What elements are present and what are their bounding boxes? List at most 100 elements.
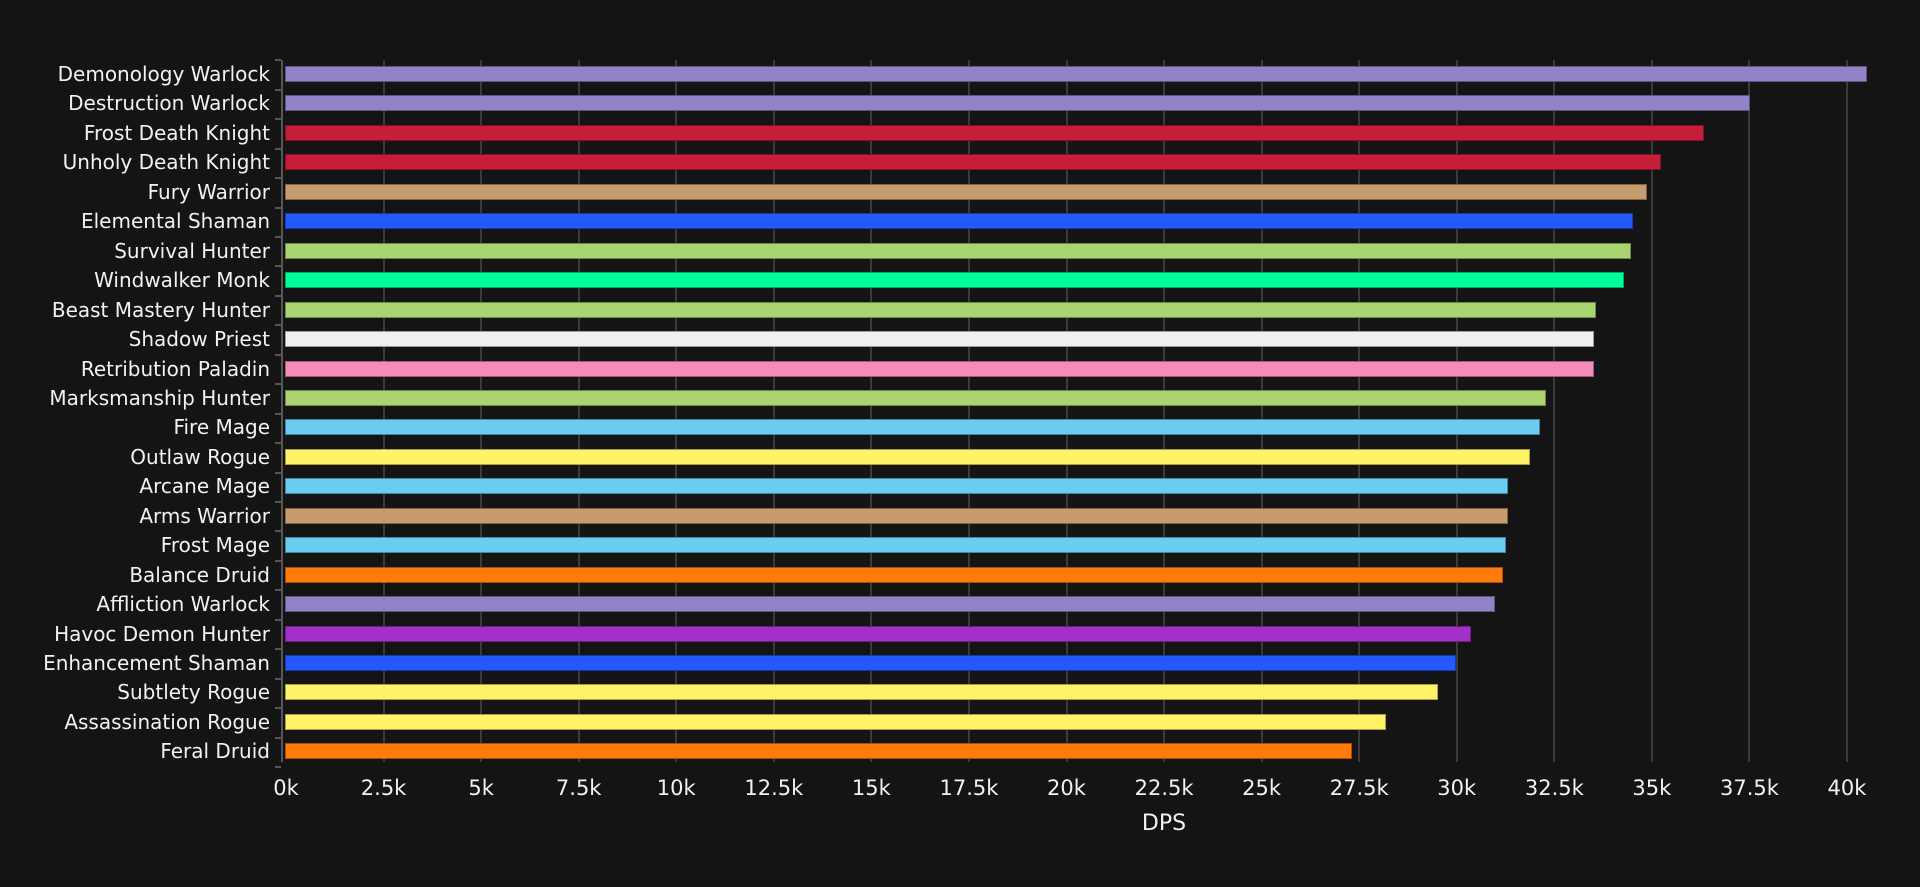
- y-label: Marksmanship Hunter: [49, 385, 270, 410]
- y-tick: [275, 294, 281, 297]
- y-tick: [275, 471, 281, 474]
- x-tick-label: 27.5k: [1329, 776, 1389, 800]
- y-tick: [275, 589, 281, 592]
- bar-fire-mage[interactable]: [285, 419, 1540, 436]
- y-label: Destruction Warlock: [68, 91, 270, 116]
- y-label: Frost Mage: [160, 533, 270, 558]
- bar-subtlety-rogue[interactable]: [285, 684, 1439, 701]
- y-label: Assassination Rogue: [64, 709, 270, 734]
- y-axis-line: [281, 60, 283, 762]
- gridline: [967, 60, 970, 762]
- bar-havoc-demon-hunter[interactable]: [285, 625, 1472, 642]
- bar-balance-druid[interactable]: [285, 566, 1503, 583]
- y-label: Survival Hunter: [114, 238, 270, 263]
- bar-frost-death-knight[interactable]: [285, 124, 1704, 141]
- y-tick: [275, 442, 281, 445]
- y-label: Windwalker Monk: [94, 268, 270, 293]
- y-label: Frost Death Knight: [83, 120, 270, 145]
- y-tick: [275, 88, 281, 91]
- x-tick-label: 25k: [1242, 776, 1282, 800]
- bar-retribution-paladin[interactable]: [285, 360, 1595, 377]
- y-tick: [275, 766, 281, 769]
- y-label: Demonology Warlock: [57, 62, 270, 86]
- plot-area: [275, 59, 1883, 769]
- x-tick-label: 32.5k: [1524, 776, 1584, 800]
- gridline: [1065, 60, 1068, 762]
- gridline: [382, 60, 385, 762]
- bar-outlaw-rogue[interactable]: [285, 448, 1530, 465]
- x-tick-label: 35k: [1632, 776, 1672, 800]
- y-label: Arms Warrior: [139, 503, 270, 528]
- gridline: [577, 60, 580, 762]
- y-tick: [275, 147, 281, 150]
- x-tick-label: 15k: [851, 776, 891, 800]
- gridline: [1260, 60, 1263, 762]
- gridline: [870, 60, 873, 762]
- y-tick: [275, 648, 281, 651]
- y-label: Beast Mastery Hunter: [51, 297, 270, 322]
- y-label: Fury Warrior: [147, 179, 270, 204]
- bar-destruction-warlock[interactable]: [285, 95, 1751, 112]
- gridline: [1748, 60, 1751, 762]
- y-label: Arcane Mage: [139, 474, 270, 499]
- y-tick: [275, 618, 281, 621]
- y-label: Affliction Warlock: [96, 592, 270, 617]
- gridline: [772, 60, 775, 762]
- y-tick: [275, 530, 281, 533]
- y-tick: [275, 412, 281, 415]
- x-axis-title: DPS: [1141, 811, 1187, 836]
- y-tick: [275, 235, 281, 238]
- y-label: Feral Druid: [160, 739, 270, 764]
- y-label: Elemental Shaman: [80, 209, 270, 234]
- x-tick-label: 37.5k: [1719, 776, 1779, 800]
- y-label: Outlaw Rogue: [130, 444, 270, 469]
- gridline: [1455, 60, 1458, 762]
- bar-beast-mastery-hunter[interactable]: [285, 301, 1597, 318]
- y-label: Unholy Death Knight: [62, 150, 270, 175]
- bar-survival-hunter[interactable]: [285, 242, 1632, 259]
- y-tick: [275, 383, 281, 386]
- y-tick: [275, 736, 281, 739]
- y-label: Enhancement Shaman: [43, 651, 270, 675]
- x-tick-label: 30k: [1437, 776, 1477, 800]
- bar-affliction-warlock[interactable]: [285, 596, 1495, 613]
- bar-demonology-warlock[interactable]: [285, 66, 1868, 82]
- bar-elemental-shaman[interactable]: [285, 213, 1634, 230]
- bar-fury-warrior[interactable]: [285, 183, 1647, 200]
- bar-marksmanship-hunter[interactable]: [285, 389, 1546, 406]
- x-tick-label: 10k: [656, 776, 696, 800]
- bar-frost-mage[interactable]: [285, 537, 1507, 554]
- bar-shadow-priest[interactable]: [285, 331, 1595, 348]
- x-tick-label: 0k: [273, 776, 299, 800]
- x-tick-label: 7.5k: [555, 776, 602, 800]
- y-tick: [275, 501, 281, 504]
- y-tick: [275, 324, 281, 327]
- gridline: [1163, 60, 1166, 762]
- gridline: [675, 60, 678, 762]
- bar-enhancement-shaman[interactable]: [285, 655, 1456, 671]
- gridline: [1358, 60, 1361, 762]
- gridline: [1553, 60, 1556, 762]
- bar-unholy-death-knight[interactable]: [285, 154, 1661, 171]
- gridline: [1846, 60, 1848, 762]
- bar-arms-warrior[interactable]: [285, 507, 1509, 524]
- y-label: Fire Mage: [173, 415, 270, 440]
- bar-arcane-mage[interactable]: [285, 478, 1509, 495]
- x-tick-label: 17.5k: [939, 776, 999, 800]
- y-label: Balance Druid: [129, 562, 270, 587]
- bar-windwalker-monk[interactable]: [285, 272, 1624, 289]
- x-tick-label: 40k: [1827, 776, 1867, 800]
- x-tick-label: 12.5k: [744, 776, 804, 800]
- bar-feral-druid[interactable]: [285, 743, 1353, 760]
- y-tick: [275, 59, 281, 62]
- y-label: Subtlety Rogue: [117, 680, 270, 705]
- y-tick: [275, 118, 281, 121]
- y-tick: [275, 206, 281, 209]
- bar-assassination-rogue[interactable]: [285, 713, 1386, 730]
- y-tick: [275, 177, 281, 180]
- x-tick-label: 20k: [1047, 776, 1086, 800]
- y-tick: [275, 265, 281, 268]
- x-tick-label: 2.5k: [360, 776, 407, 800]
- gridline: [480, 60, 483, 762]
